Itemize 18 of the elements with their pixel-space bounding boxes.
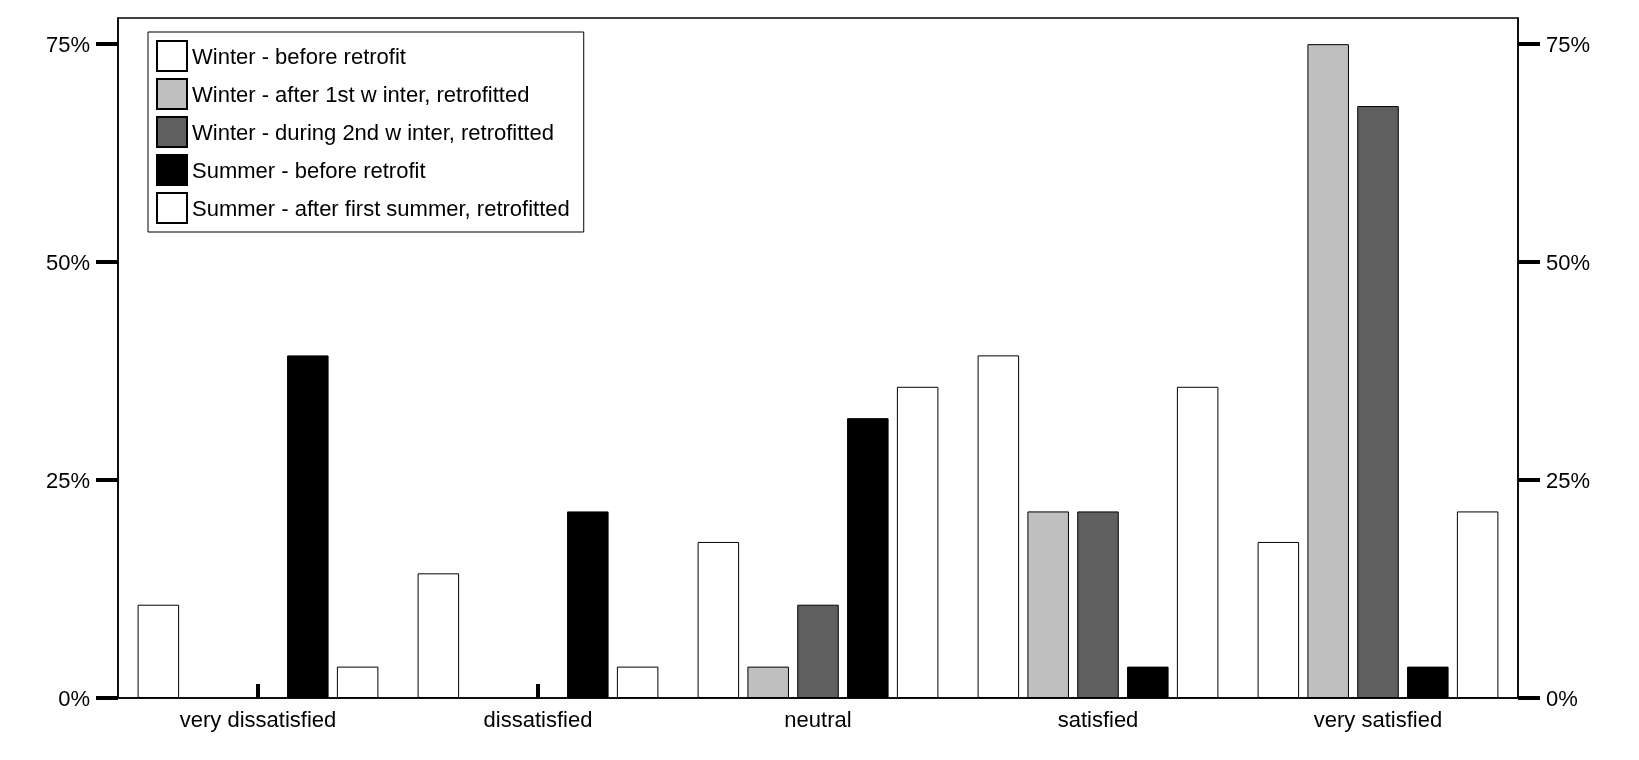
y-tick-label: 50%: [45, 249, 90, 275]
y-tick-label: 75%: [45, 31, 90, 57]
x-tick-label: neutral: [784, 706, 852, 732]
y-tick-label: 25%: [45, 467, 90, 493]
y2-tick-label: 75%: [1546, 31, 1591, 57]
y2-tick-label: 25%: [1546, 467, 1591, 493]
x-tick-label: satisfied: [1057, 706, 1139, 732]
legend-label: Winter - during 2nd w inter, retrofitted: [192, 119, 554, 145]
legend-label: Summer - after first summer, retrofitted: [192, 195, 570, 221]
y-tick-label: 0%: [58, 685, 90, 711]
legend-label: Winter - after 1st w inter, retrofitted: [192, 81, 530, 107]
x-tick-label: very satisfied: [1313, 706, 1443, 732]
y2-tick-label: 50%: [1546, 249, 1591, 275]
legend-label: Summer - before retrofit: [192, 157, 426, 183]
y2-tick-label: 0%: [1546, 685, 1578, 711]
x-tick-label: dissatisfied: [483, 706, 593, 732]
x-tick-label: very dissatisfied: [179, 706, 337, 732]
legend-label: Winter - before retrofit: [192, 43, 406, 69]
